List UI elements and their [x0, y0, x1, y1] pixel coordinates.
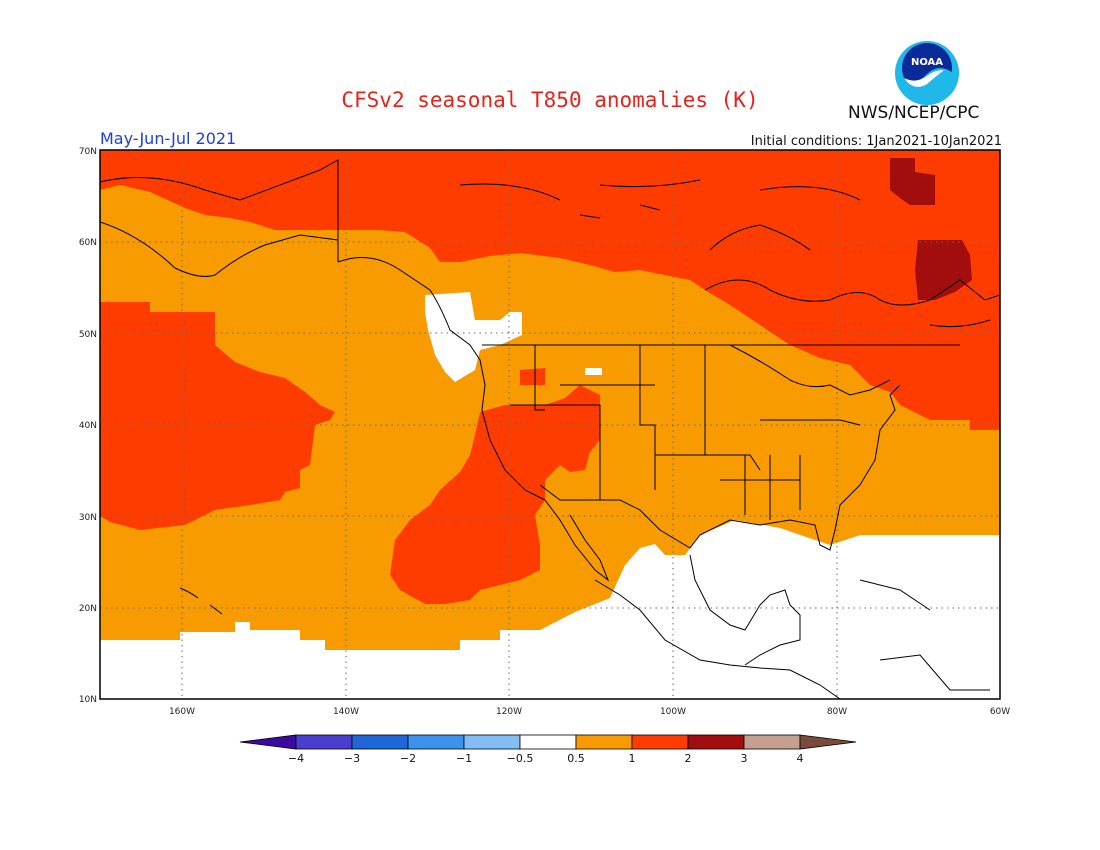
lat-label: 30N — [79, 513, 97, 523]
colorbar-swatch — [295, 734, 353, 750]
lat-label: 70N — [79, 147, 97, 157]
noaa-logo-icon: NOAA — [895, 41, 959, 105]
lat-axis: 70N 60N 50N 40N 30N 20N 10N — [79, 147, 97, 705]
colorbar-swatch — [519, 734, 577, 750]
colorbar-label: 1 — [629, 752, 636, 765]
lat-lon-grid — [100, 150, 1000, 699]
colorbar-label: −3 — [344, 752, 360, 765]
colorbar-end-low — [239, 734, 297, 750]
lat-label: 20N — [79, 604, 97, 614]
colorbar-swatch — [351, 734, 409, 750]
anomaly-darkred-labrador — [915, 240, 972, 300]
anomaly-darkred-north — [890, 158, 935, 205]
lon-label: 60W — [990, 707, 1010, 717]
colorbar-label: 2 — [685, 752, 692, 765]
initial-conditions: Initial conditions: 1Jan2021-10Jan2021 — [750, 134, 1002, 149]
colorbar-label: −0.5 — [507, 752, 534, 765]
lat-label: 10N — [79, 695, 97, 705]
colorbar-label: 4 — [797, 752, 804, 765]
lat-label: 50N — [79, 330, 97, 340]
anomaly-white-south — [100, 520, 1000, 699]
colorbar-label: −4 — [288, 752, 304, 765]
lat-label: 60N — [79, 238, 97, 248]
colorbar-swatch — [687, 734, 745, 750]
lon-label: 80W — [827, 707, 847, 717]
colorbar-swatch — [575, 734, 633, 750]
colorbar-swatch — [743, 734, 801, 750]
lon-axis: 160W 140W 120W 100W 80W 60W — [169, 707, 1010, 717]
anomaly-red-west — [390, 385, 600, 604]
colorbar-label: 3 — [741, 752, 748, 765]
map-frame — [99, 149, 1001, 700]
lon-label: 100W — [660, 707, 686, 717]
lon-label: 120W — [496, 707, 522, 717]
chart-title: CFSv2 seasonal T850 anomalies (K) — [341, 88, 759, 112]
lon-label: 160W — [169, 707, 195, 717]
logo-text: NOAA — [911, 57, 943, 68]
anomaly-red-north — [100, 150, 1000, 430]
colorbar-end-high — [799, 734, 857, 750]
anomaly-white-speck — [585, 368, 602, 375]
coastlines — [100, 159, 1000, 699]
colorbar-label: 0.5 — [567, 752, 585, 765]
colorbar-swatch — [631, 734, 689, 750]
colorbar-label: −2 — [400, 752, 416, 765]
lat-label: 40N — [79, 421, 97, 431]
agency-label: NWS/NCEP/CPC — [848, 103, 980, 123]
anomaly-red-patch — [520, 368, 545, 385]
colorbar-swatch — [407, 734, 465, 750]
colorbar: −4 −3 −2 −1 −0.5 0.5 1 2 3 4 — [239, 734, 857, 765]
lon-label: 140W — [333, 707, 359, 717]
anomaly-red-pacific — [100, 302, 335, 530]
anomaly-white-pnw — [425, 292, 522, 382]
colorbar-label: −1 — [456, 752, 472, 765]
colorbar-swatch — [463, 734, 521, 750]
forecast-period: May-Jun-Jul 2021 — [100, 129, 237, 148]
